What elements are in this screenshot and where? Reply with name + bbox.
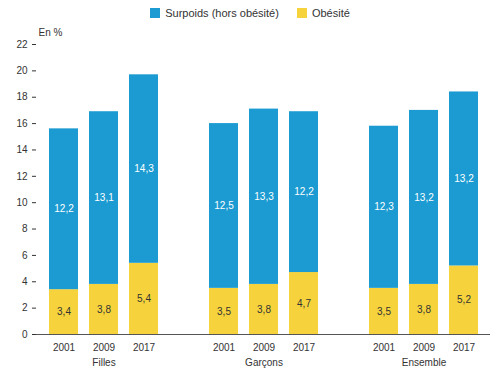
- svg-text:20: 20: [16, 65, 28, 76]
- svg-text:2001: 2001: [213, 342, 236, 353]
- svg-text:12,3: 12,3: [374, 201, 394, 212]
- svg-text:18: 18: [16, 91, 28, 102]
- svg-text:14,3: 14,3: [134, 163, 154, 174]
- svg-text:12,2: 12,2: [54, 203, 74, 214]
- svg-text:2017: 2017: [293, 342, 316, 353]
- svg-text:8: 8: [22, 223, 28, 234]
- svg-text:13,3: 13,3: [254, 191, 274, 202]
- svg-text:3,8: 3,8: [97, 304, 111, 315]
- svg-text:12: 12: [16, 171, 28, 182]
- svg-text:2009: 2009: [253, 342, 276, 353]
- svg-text:3,5: 3,5: [217, 306, 231, 317]
- html-text:Obésité: Obésité: [311, 7, 350, 19]
- svg-text:Garçons: Garçons: [245, 357, 283, 368]
- svg-text:14: 14: [16, 144, 28, 155]
- svg-text:3,8: 3,8: [257, 304, 271, 315]
- html-text:Surpoids (hors obésité): Surpoids (hors obésité): [165, 7, 279, 19]
- svg-text:5,2: 5,2: [457, 294, 471, 305]
- svg-text:10: 10: [16, 197, 28, 208]
- svg-text:3,5: 3,5: [377, 306, 391, 317]
- svg-text:Filles: Filles: [92, 357, 115, 368]
- svg-text:16: 16: [16, 118, 28, 129]
- svg-text:5,4: 5,4: [137, 293, 151, 304]
- svg-text:0: 0: [22, 329, 28, 340]
- svg-text:2009: 2009: [93, 342, 116, 353]
- svg-text:3,8: 3,8: [417, 304, 431, 315]
- svg-text:2001: 2001: [53, 342, 76, 353]
- svg-text:13,1: 13,1: [94, 192, 114, 203]
- svg-text:2017: 2017: [453, 342, 476, 353]
- svg-text:22: 22: [16, 39, 28, 50]
- svg-text:13,2: 13,2: [414, 192, 434, 203]
- svg-text:En %: En %: [39, 27, 63, 38]
- svg-text:Ensemble: Ensemble: [402, 357, 447, 368]
- svg-text:2: 2: [22, 302, 28, 313]
- svg-text:4: 4: [22, 276, 28, 287]
- svg-text:2001: 2001: [373, 342, 396, 353]
- svg-text:6: 6: [22, 250, 28, 261]
- svg-text:2009: 2009: [413, 342, 436, 353]
- svg-text:2017: 2017: [133, 342, 156, 353]
- svg-text:3,4: 3,4: [57, 306, 71, 317]
- svg-text:12,2: 12,2: [294, 186, 314, 197]
- svg-text:4,7: 4,7: [297, 298, 311, 309]
- svg-text:13,2: 13,2: [454, 173, 474, 184]
- svg-text:12,5: 12,5: [214, 200, 234, 211]
